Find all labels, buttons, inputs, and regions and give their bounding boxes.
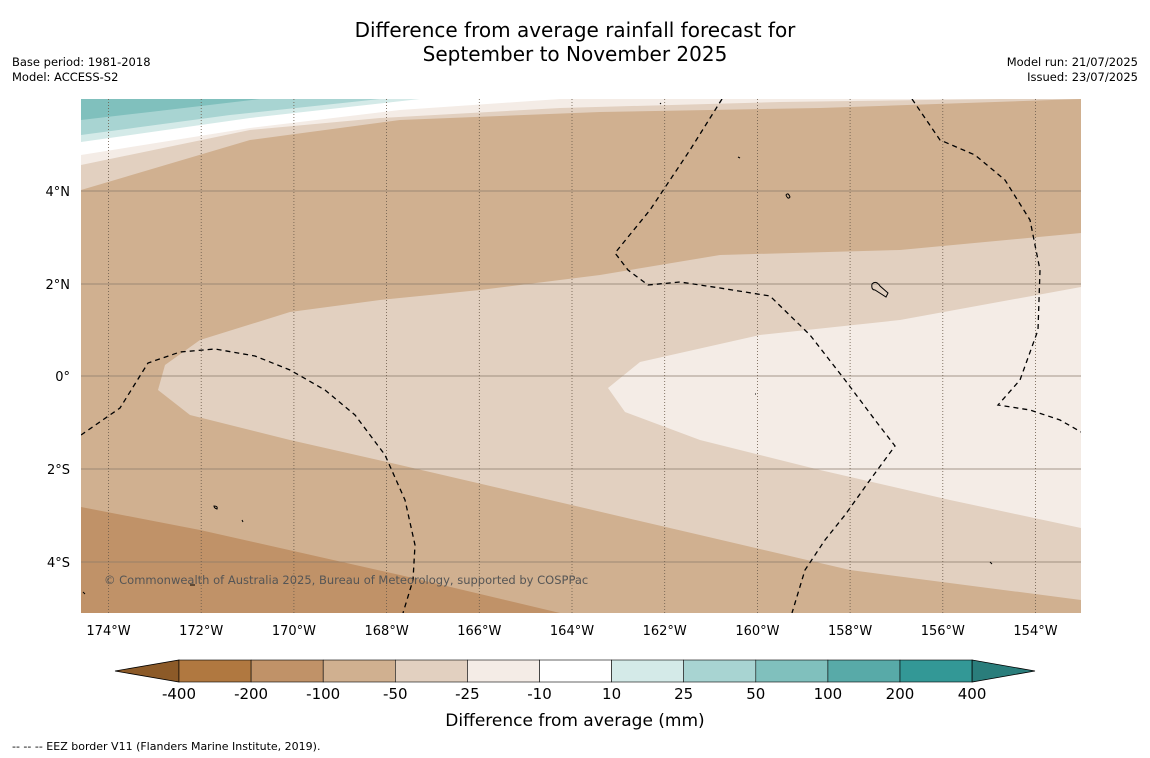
copyright-text: © Commonwealth of Australia 2025, Bureau… xyxy=(104,573,588,587)
longitude-labels: 174°W 172°W 170°W 168°W 166°W 164°W 162°W 160°W… xyxy=(86,624,1057,639)
model-run-text: Model run: 21/07/2025 xyxy=(1006,55,1138,69)
colorbar-tick-label: 200 xyxy=(886,685,915,703)
island xyxy=(785,193,791,199)
longitude-label: 158°W xyxy=(828,624,872,639)
eez-border-east xyxy=(911,99,1081,433)
colorbar-tick-label: -10 xyxy=(527,685,552,703)
colorbar-tick-label: 400 xyxy=(958,685,987,703)
colorbar-segment xyxy=(539,659,612,683)
longitude-label: 172°W xyxy=(179,624,223,639)
title-line-1: Difference from average rainfall forecas… xyxy=(354,18,796,42)
longitude-label: 174°W xyxy=(86,624,130,639)
colorbar-tick-label: 25 xyxy=(674,685,693,703)
map-body: © Commonwealth of Australia 2025, Bureau… xyxy=(81,99,1081,613)
latitude-labels: 4°N 2°N 0° 2°S 4°S xyxy=(46,185,71,571)
colorbar-tick-label: 50 xyxy=(746,685,765,703)
colorbar-segment xyxy=(683,659,757,683)
meta-right: Model run: 21/07/2025 Issued: 23/07/2025 xyxy=(1007,55,1138,85)
base-period-text: Base period: 1981-2018 xyxy=(12,55,151,69)
island xyxy=(241,519,244,523)
latitude-label: 2°S xyxy=(47,463,70,478)
colorbar-tick-label: -100 xyxy=(306,685,340,703)
colorbar-segment xyxy=(250,659,324,683)
island xyxy=(989,561,993,565)
island xyxy=(659,102,662,105)
longitude-label: 164°W xyxy=(550,624,594,639)
colorbar-segment xyxy=(755,659,829,683)
model-text: Model: ACCESS-S2 xyxy=(12,70,119,84)
map-title: Difference from average rainfall forecas… xyxy=(0,18,1150,66)
latitude-label: 2°N xyxy=(46,278,71,293)
shade-minus-10-to-minus-25-central xyxy=(608,287,1081,528)
latitude-label: 0° xyxy=(55,370,70,385)
longitude-label: 170°W xyxy=(272,624,316,639)
latitude-label: 4°S xyxy=(47,556,70,571)
title-line-2: September to November 2025 xyxy=(422,42,728,66)
colorbar-tick-label: 10 xyxy=(602,685,621,703)
colorbar-segment xyxy=(899,659,973,683)
colorbar-segment xyxy=(394,659,468,683)
shade-50-to-100-north xyxy=(81,99,260,120)
colorbar-segment xyxy=(611,659,684,683)
issued-text: Issued: 23/07/2025 xyxy=(1027,70,1138,84)
colorbar-segment xyxy=(322,659,396,683)
colorbar: -400 -200 -100 -50 -25 -10 10 25 50 100 200 400 xyxy=(114,659,1036,703)
islands xyxy=(82,102,993,595)
colorbar-tick-label: -25 xyxy=(455,685,480,703)
colorbar-segment xyxy=(467,659,540,683)
island xyxy=(737,156,741,159)
graticule xyxy=(81,99,1081,613)
latitude-label: 4°N xyxy=(46,185,71,200)
colorbar-tick-label: -200 xyxy=(234,685,268,703)
longitude-label: 166°W xyxy=(457,624,501,639)
colorbar-extend-high xyxy=(971,659,1036,683)
longitude-label: 168°W xyxy=(365,624,409,639)
eez-footer-note: -- -- -- EEZ border V11 (Flanders Marine… xyxy=(12,740,321,753)
colorbar-extend-low xyxy=(114,659,180,683)
colorbar-tick-label: -400 xyxy=(162,685,196,703)
eez-borders xyxy=(81,99,1081,613)
colorbar-segment xyxy=(178,659,252,683)
island xyxy=(871,281,889,298)
longitude-label: 154°W xyxy=(1013,624,1057,639)
shade-minus-100-to-minus-200 xyxy=(81,507,560,613)
longitude-label: 156°W xyxy=(921,624,965,639)
colorbar-tick-label: -50 xyxy=(383,685,408,703)
colorbar-segment xyxy=(827,659,901,683)
island xyxy=(82,591,86,595)
longitude-label: 162°W xyxy=(643,624,687,639)
island xyxy=(213,505,218,510)
rainfall-map: © Commonwealth of Australia 2025, Bureau… xyxy=(46,99,1081,731)
colorbar-title: Difference from average (mm) xyxy=(445,711,704,731)
longitude-label: 160°W xyxy=(735,624,779,639)
colorbar-tick-label: 100 xyxy=(814,685,843,703)
meta-left: Base period: 1981-2018 Model: ACCESS-S2 xyxy=(12,55,151,85)
eez-border-central xyxy=(614,99,896,613)
